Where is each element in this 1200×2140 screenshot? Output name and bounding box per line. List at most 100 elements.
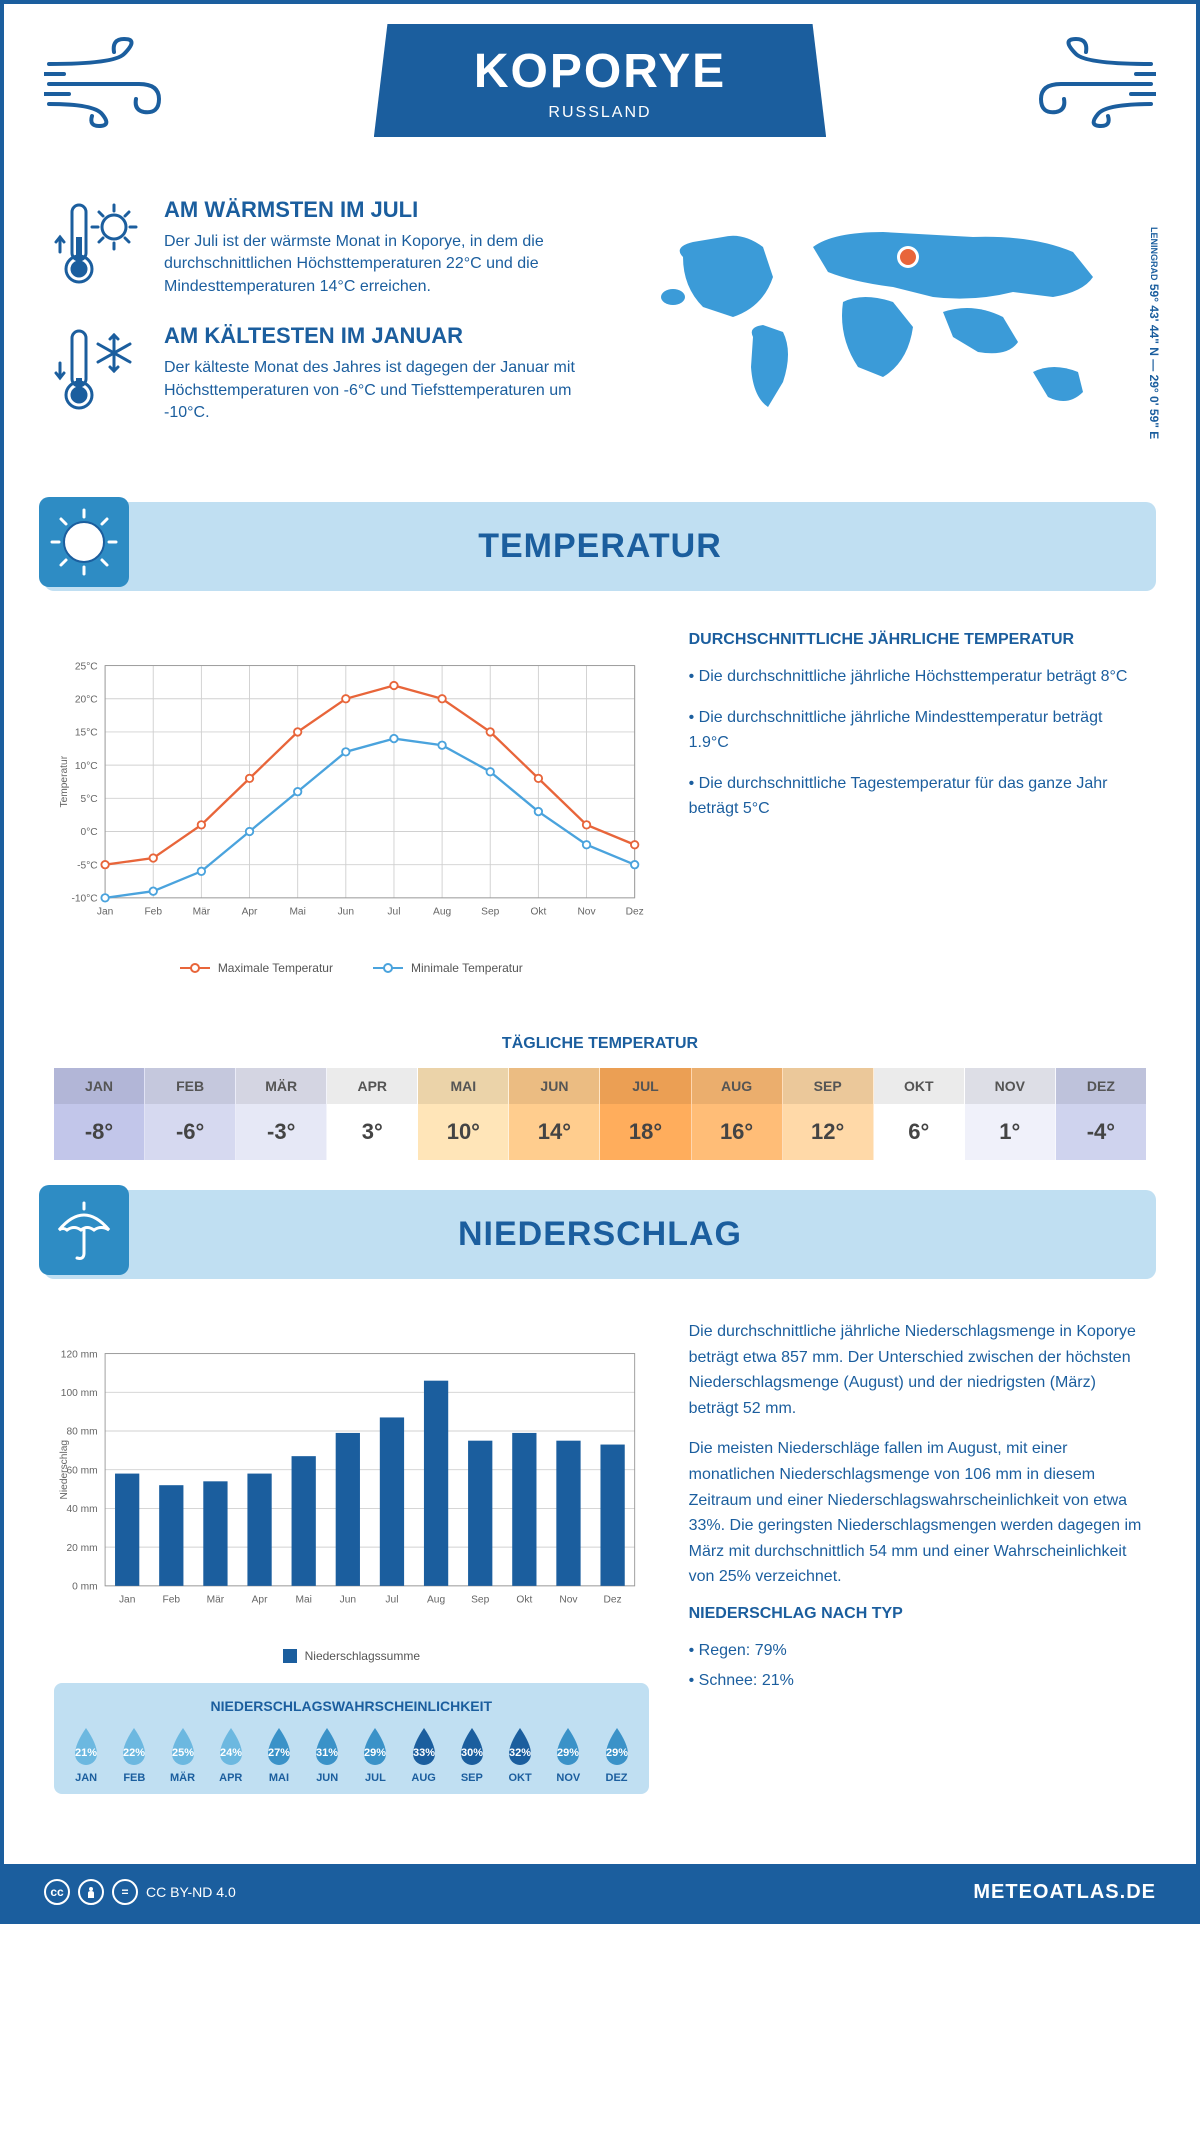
- precipitation-probability-box: NIEDERSCHLAGSWAHRSCHEINLICHKEIT 21%JAN22…: [54, 1683, 649, 1794]
- svg-text:29%: 29%: [364, 1747, 386, 1759]
- probability-item: 24%APR: [209, 1726, 253, 1784]
- svg-text:29%: 29%: [557, 1747, 579, 1759]
- probability-item: 22%FEB: [112, 1726, 156, 1784]
- daily-temperature-table: JAN-8°FEB-6°MÄR-3°APR3°MAI10°JUN14°JUL18…: [54, 1068, 1146, 1160]
- daily-temp-cell: APR3°: [327, 1068, 418, 1160]
- precipitation-section-header: NIEDERSCHLAG: [44, 1190, 1156, 1279]
- warmest-text: Der Juli ist der wärmste Monat in Kopory…: [164, 231, 580, 298]
- svg-text:Apr: Apr: [252, 1595, 268, 1606]
- svg-text:20 mm: 20 mm: [66, 1543, 97, 1554]
- warmest-block: AM WÄRMSTEN IM JULI Der Juli ist der wär…: [54, 197, 580, 298]
- temp-chart-legend: .legend-line[style*="e8653a"]::after{bor…: [54, 961, 649, 975]
- svg-text:Jan: Jan: [119, 1595, 136, 1606]
- svg-text:22%: 22%: [123, 1747, 145, 1759]
- probability-item: 33%AUG: [402, 1726, 446, 1784]
- probability-item: 29%DEZ: [594, 1726, 638, 1784]
- svg-text:33%: 33%: [413, 1747, 435, 1759]
- svg-text:Jul: Jul: [385, 1595, 398, 1606]
- svg-text:Aug: Aug: [427, 1595, 445, 1606]
- probability-item: 27%MAI: [257, 1726, 301, 1784]
- svg-text:Feb: Feb: [162, 1595, 180, 1606]
- svg-text:29%: 29%: [606, 1747, 628, 1759]
- svg-text:Okt: Okt: [530, 907, 546, 918]
- daily-temp-cell: NOV1°: [965, 1068, 1056, 1160]
- svg-text:0 mm: 0 mm: [72, 1582, 98, 1593]
- thermometer-snow-icon: [54, 323, 144, 413]
- svg-text:Feb: Feb: [144, 907, 162, 918]
- thermometer-sun-icon: [54, 197, 144, 287]
- temp-bullet-1: • Die durchschnittliche jährliche Höchst…: [689, 664, 1146, 690]
- prob-title: NIEDERSCHLAGSWAHRSCHEINLICHKEIT: [64, 1698, 639, 1714]
- summary-section: AM WÄRMSTEN IM JULI Der Juli ist der wär…: [4, 167, 1196, 482]
- daily-temp-cell: MÄR-3°: [236, 1068, 327, 1160]
- svg-text:Niederschlag: Niederschlag: [59, 1440, 70, 1500]
- svg-text:25°C: 25°C: [75, 661, 98, 672]
- svg-text:5°C: 5°C: [81, 794, 98, 805]
- svg-text:Sep: Sep: [481, 907, 499, 918]
- world-map: [620, 197, 1146, 447]
- svg-text:Aug: Aug: [433, 907, 451, 918]
- umbrella-section-icon: [39, 1185, 129, 1275]
- svg-text:24%: 24%: [220, 1747, 242, 1759]
- svg-text:30%: 30%: [461, 1747, 483, 1759]
- svg-text:Dez: Dez: [604, 1595, 622, 1606]
- country-name: RUSSLAND: [474, 104, 726, 122]
- svg-text:31%: 31%: [316, 1747, 338, 1759]
- probability-item: 32%OKT: [498, 1726, 542, 1784]
- svg-text:80 mm: 80 mm: [66, 1427, 97, 1438]
- sun-section-icon: [39, 497, 129, 587]
- svg-text:Mai: Mai: [295, 1595, 311, 1606]
- temperature-section-header: TEMPERATUR: [44, 502, 1156, 591]
- temperature-description: DURCHSCHNITTLICHE JÄHRLICHE TEMPERATUR •…: [689, 631, 1146, 975]
- daily-temp-cell: OKT6°: [874, 1068, 965, 1160]
- temperature-line-chart: -10°C-5°C0°C5°C10°C15°C20°C25°CJanFebMär…: [54, 631, 649, 951]
- probability-item: 31%JUN: [305, 1726, 349, 1784]
- svg-text:Jun: Jun: [338, 907, 355, 918]
- svg-text:-5°C: -5°C: [77, 860, 98, 871]
- svg-text:15°C: 15°C: [75, 728, 98, 739]
- brand-name: METEOATLAS.DE: [973, 1881, 1156, 1904]
- infographic-container: KOPORYE RUSSLAND: [0, 0, 1200, 1924]
- title-ribbon: KOPORYE RUSSLAND: [374, 24, 826, 137]
- svg-text:20°C: 20°C: [75, 694, 98, 705]
- warmest-title: AM WÄRMSTEN IM JULI: [164, 197, 580, 223]
- location-marker: [900, 249, 916, 265]
- svg-text:Okt: Okt: [516, 1595, 532, 1606]
- coord-value: 59° 43' 44" N — 29° 0' 59" E: [1147, 284, 1161, 439]
- precip-type-2: • Schnee: 21%: [689, 1668, 1146, 1694]
- daily-temp-cell: SEP12°: [783, 1068, 874, 1160]
- probability-item: 25%MÄR: [160, 1726, 204, 1784]
- daily-temp-cell: FEB-6°: [145, 1068, 236, 1160]
- cc-nd-icon: =: [112, 1879, 138, 1905]
- svg-text:32%: 32%: [509, 1747, 531, 1759]
- precip-type-title: NIEDERSCHLAG NACH TYP: [689, 1605, 1146, 1623]
- daily-temp-cell: AUG16°: [692, 1068, 783, 1160]
- svg-text:Mär: Mär: [207, 1595, 225, 1606]
- precip-chart-legend: Niederschlagssumme: [54, 1649, 649, 1663]
- daily-temp-title: TÄGLICHE TEMPERATUR: [4, 1035, 1196, 1053]
- svg-text:27%: 27%: [268, 1747, 290, 1759]
- probability-item: 29%NOV: [546, 1726, 590, 1784]
- probability-item: 29%JUL: [353, 1726, 397, 1784]
- temp-bullet-2: • Die durchschnittliche jährliche Mindes…: [689, 705, 1146, 756]
- svg-text:Jul: Jul: [387, 907, 400, 918]
- svg-text:Nov: Nov: [577, 907, 596, 918]
- svg-text:Temperatur: Temperatur: [59, 755, 70, 807]
- svg-text:Mär: Mär: [193, 907, 211, 918]
- coldest-block: AM KÄLTESTEN IM JANUAR Der kälteste Mona…: [54, 323, 580, 424]
- svg-text:25%: 25%: [172, 1747, 194, 1759]
- wind-decoration-left: [44, 34, 174, 134]
- coordinates: LENINGRAD 59° 43' 44" N — 29° 0' 59" E: [1147, 227, 1161, 439]
- precipitation-description: Die durchschnittliche jährliche Niedersc…: [689, 1319, 1146, 1794]
- daily-temp-cell: DEZ-4°: [1056, 1068, 1146, 1160]
- svg-text:Mai: Mai: [289, 907, 305, 918]
- precipitation-heading: NIEDERSCHLAG: [458, 1215, 742, 1254]
- svg-text:Jun: Jun: [340, 1595, 357, 1606]
- daily-temp-cell: JAN-8°: [54, 1068, 145, 1160]
- cc-by-icon: [78, 1879, 104, 1905]
- probability-item: 21%JAN: [64, 1726, 108, 1784]
- coldest-title: AM KÄLTESTEN IM JANUAR: [164, 323, 580, 349]
- temp-desc-title: DURCHSCHNITTLICHE JÄHRLICHE TEMPERATUR: [689, 631, 1146, 649]
- daily-temp-cell: JUN14°: [509, 1068, 600, 1160]
- svg-text:Dez: Dez: [626, 907, 644, 918]
